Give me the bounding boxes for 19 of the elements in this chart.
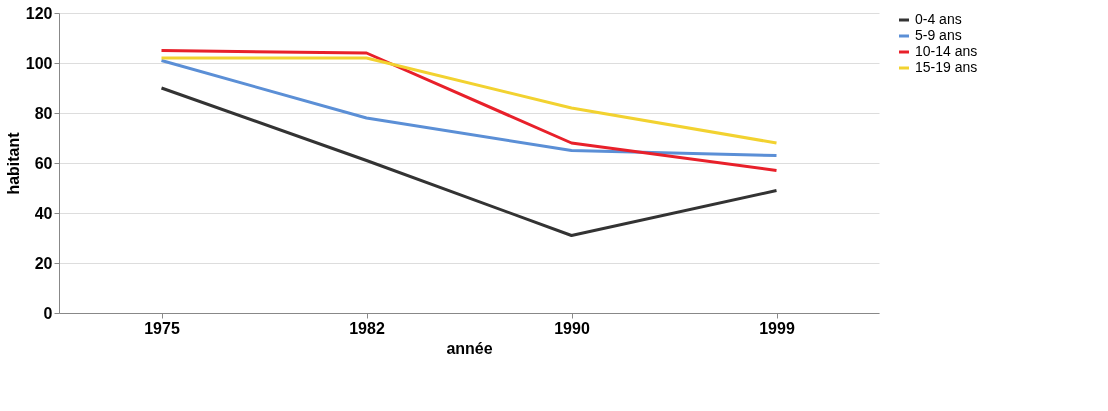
- y-tick-label: 20: [34, 254, 53, 272]
- y-tick-label: 40: [34, 204, 53, 222]
- x-axis-title: année: [446, 339, 493, 357]
- x-tick-label: 1975: [144, 319, 180, 337]
- legend-label: 10-14 ans: [915, 43, 978, 59]
- legend-label: 0-4 ans: [915, 11, 962, 27]
- y-tick-label: 100: [25, 54, 53, 72]
- y-tick-label: 120: [25, 4, 53, 22]
- y-tick-label: 0: [43, 304, 53, 322]
- y-tick-label: 60: [34, 154, 53, 172]
- y-axis-title: habitant: [4, 131, 22, 195]
- line-series: [160, 49, 778, 172]
- line-series: [160, 86, 778, 237]
- y-tick-label: 80: [34, 104, 53, 122]
- x-tick-label: 1982: [349, 319, 385, 337]
- x-tick-label: 1990: [554, 319, 590, 337]
- legend-label: 5-9 ans: [915, 27, 962, 43]
- x-tick-label: 1999: [759, 319, 795, 337]
- legend-label: 15-19 ans: [915, 59, 978, 75]
